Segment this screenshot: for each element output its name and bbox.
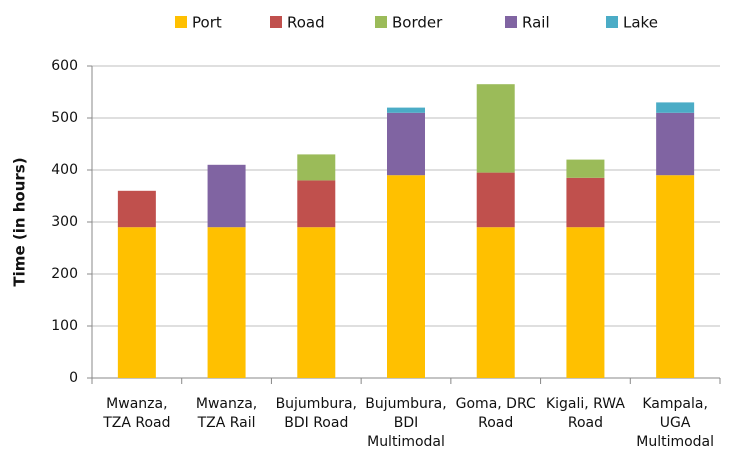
bar-segment [207, 227, 246, 378]
x-tick-label: BDI [394, 415, 419, 431]
y-tick-label: 200 [51, 266, 78, 282]
x-tick-label: Goma, DRC [456, 396, 536, 412]
y-tick-label: 600 [51, 58, 78, 74]
legend-swatch [270, 16, 282, 28]
legend-label: Road [287, 14, 325, 32]
bar-segment [566, 227, 605, 378]
bar-segment [387, 175, 425, 378]
bar-segment [476, 84, 515, 173]
bar-segment [117, 227, 156, 378]
x-tick-label: Bujumbura, [276, 396, 357, 412]
bar-segment [566, 159, 605, 178]
x-tick-label: Mwanza, [196, 396, 257, 412]
bar-segment [566, 177, 605, 228]
x-tick-label: Multimodal [367, 434, 445, 450]
x-tick-label: TZA Road [102, 415, 170, 431]
legend-swatch [606, 16, 618, 28]
x-tick-label: Road [478, 415, 513, 431]
bar-segment [207, 164, 246, 228]
legend-label: Rail [522, 14, 550, 32]
x-tick-label: TZA Rail [197, 415, 256, 431]
y-tick-label: 400 [51, 162, 78, 178]
bar-segment [297, 154, 336, 181]
legend-swatch [175, 16, 187, 28]
y-tick-label: 300 [51, 214, 78, 230]
bar-segment [297, 180, 336, 228]
y-tick-label: 0 [69, 370, 78, 386]
x-tick-label: Road [568, 415, 603, 431]
x-tick-label: Multimodal [636, 434, 714, 450]
bar-segment [297, 227, 336, 378]
bar-segment [656, 102, 695, 113]
x-tick-label: BDI Road [284, 415, 348, 431]
bar-segment [656, 175, 695, 378]
x-tick-label: Kampala, [642, 396, 708, 412]
legend-label: Port [192, 14, 222, 32]
bar-segment [656, 112, 695, 176]
legend-label: Border [392, 14, 443, 32]
y-tick-label: 100 [51, 318, 78, 334]
x-tick-label: Kigali, RWA [546, 396, 625, 412]
x-tick-label: UGA [660, 415, 691, 431]
y-tick-label: 500 [51, 110, 78, 126]
legend-swatch [505, 16, 517, 28]
x-tick-label: Bujumbura, [365, 396, 446, 412]
bar-segment [476, 227, 515, 378]
bar-segment [387, 107, 425, 113]
x-tick-label: Mwanza, [106, 396, 167, 412]
legend-label: Lake [623, 14, 658, 32]
bar-segment [476, 172, 515, 228]
legend-swatch [375, 16, 387, 28]
y-axis-label: Time (in hours) [11, 157, 29, 286]
bar-segment [387, 112, 425, 176]
bar-segment [117, 190, 156, 228]
